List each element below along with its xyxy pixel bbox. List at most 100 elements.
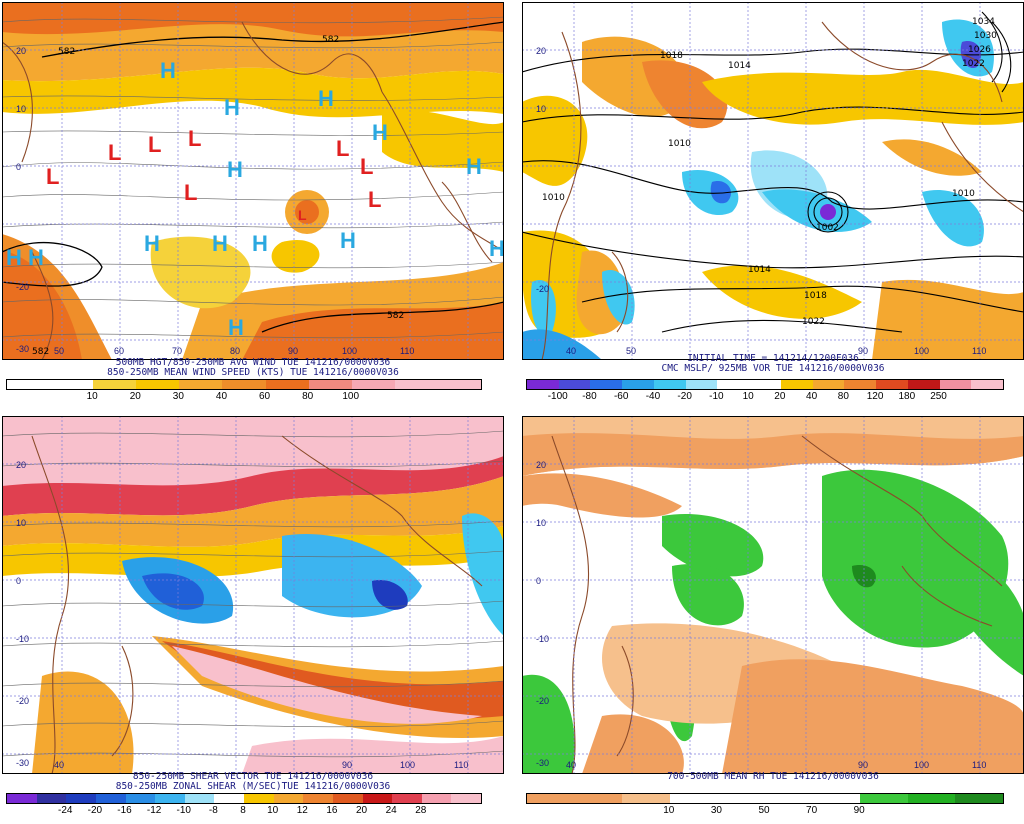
lat-label: 0 [16, 576, 21, 586]
colorbar-swatch [590, 380, 623, 389]
lon-label: 80 [230, 346, 240, 356]
low-pressure-marker: L [46, 164, 59, 189]
colorbar-tick-label: -20 [677, 391, 692, 402]
colorbar-swatch [907, 794, 956, 803]
colorbar-tick-label: 100 [342, 391, 360, 402]
lat-label: -30 [536, 758, 549, 768]
isobar-label: 1014 [748, 265, 771, 275]
colorbar-swatch [95, 794, 126, 803]
lon-label: 90 [342, 760, 352, 770]
lon-label: 100 [400, 760, 415, 770]
caption-line-1: 850-250MB SHEAR VECTOR TUE 141216/0000V0… [132, 771, 374, 782]
colorbar-swatch [179, 380, 223, 389]
isobar-label: 1022 [802, 317, 825, 327]
caption-line-2: 850-250MB MEAN WIND SPEED (KTS) TUE 1412… [107, 367, 399, 378]
colorbar-tick-label: -20 [87, 805, 103, 816]
colorbar-swatch [244, 794, 274, 803]
lon-label: 100 [914, 346, 929, 356]
colorbar-tick-label: 16 [326, 805, 338, 816]
colorbar-tick-label: 60 [258, 391, 271, 402]
lat-label: 10 [536, 518, 546, 528]
colorbar-swatch [876, 380, 908, 389]
colorbar-swatch [36, 794, 67, 803]
lat-label: 0 [536, 576, 541, 586]
high-pressure-marker: H [6, 245, 22, 270]
colorbar-swatch [351, 380, 395, 389]
colorbar-ticks: 10 20 30 40 60 80 100 [6, 391, 480, 403]
colorbar-tick-label: 12 [296, 805, 308, 816]
lon-label: 110 [400, 346, 414, 356]
low-pressure-marker: L [188, 126, 201, 151]
lat-label: -20 [536, 284, 549, 294]
colorbar-tick-label: -10 [176, 805, 191, 816]
isobar-label: 1022 [962, 59, 985, 69]
lat-label: -10 [16, 634, 29, 644]
isobar-label: 1002 [816, 223, 839, 233]
colorbar-tick-label: 80 [837, 391, 849, 402]
isobar-label: 1010 [542, 193, 565, 203]
colorbar-swatch [939, 380, 972, 389]
colorbar-swatch [764, 794, 813, 803]
high-pressure-marker: H [28, 245, 44, 270]
colorbar-tick-label: 28 [415, 805, 427, 816]
caption-line-1: INITIAL TIME = 141214/1200F036 [687, 353, 859, 364]
lat-label: 10 [536, 104, 546, 114]
colorbar-tick-label: -24 [58, 805, 73, 816]
colorbar-swatch [7, 794, 37, 803]
colorbar-tick-label: 24 [385, 805, 397, 816]
colorbar-tick-label: 40 [806, 391, 818, 402]
isobar-label: 1034 [972, 17, 995, 27]
colorbar-tick-label: 40 [215, 391, 228, 402]
rh-map-svg: 20 10 0 -10 -20 -30 40 90 100 110 [522, 416, 1024, 774]
map-vorticity: 1018 1014 1010 1010 1010 1014 1018 1022 … [522, 2, 1024, 360]
colorbar-tick-label: 30 [710, 805, 722, 816]
isobar-label: 1018 [804, 291, 827, 301]
lon-label: 100 [914, 760, 929, 770]
lat-label: 10 [16, 518, 26, 528]
colorbar-swatch [622, 794, 670, 803]
colorbar-swatch [812, 794, 861, 803]
colorbar-swatch [265, 380, 309, 389]
lon-label: 70 [172, 346, 182, 356]
lon-label: 110 [972, 346, 986, 356]
colorbar-tick-label: -80 [582, 391, 597, 402]
lat-label: -30 [16, 344, 29, 354]
colorbar-swatch [527, 380, 559, 389]
colorbar [6, 379, 482, 390]
lon-label: 90 [288, 346, 298, 356]
colorbar-tick-label: 30 [172, 391, 184, 402]
panel-shear: 20 10 0 -10 -20 -30 40 90 100 110 850-25… [2, 416, 504, 824]
colorbar [526, 793, 1004, 804]
lon-label: 40 [54, 760, 64, 770]
panel-vorticity: 1018 1014 1010 1010 1010 1014 1018 1022 … [522, 2, 1024, 410]
colorbar-swatch [421, 794, 452, 803]
colorbar-swatch [125, 794, 156, 803]
colorbar-tick-label: 20 [774, 391, 786, 402]
colorbar-swatch [685, 380, 718, 389]
colorbar-swatch [362, 794, 393, 803]
colorbar-tick-label: 50 [758, 805, 770, 816]
high-pressure-marker: H [252, 231, 268, 256]
vorticity-map-svg: 1018 1014 1010 1010 1010 1014 1018 1022 … [522, 2, 1024, 360]
map-wind-speed: 582 582 582 582 H H H H H H H H H H H H … [2, 2, 504, 360]
colorbar-tick-label: 90 [853, 805, 865, 816]
lon-label: 90 [858, 346, 868, 356]
colorbar-tick-label: -40 [645, 391, 661, 402]
colorbar-tick-label: 180 [898, 391, 916, 402]
colorbar-swatch [812, 380, 845, 389]
colorbar-swatch [303, 794, 333, 803]
colorbar-swatch [780, 380, 813, 389]
lon-label: 90 [858, 760, 868, 770]
colorbar-swatch [394, 380, 438, 389]
colorbar-tick-label: -10 [709, 391, 724, 402]
colorbar-swatch [574, 794, 623, 803]
lat-label: 20 [536, 46, 546, 56]
colorbar-ticks: -100 -80 -60 -40 -20 -10 10 20 40 80 120 180 250 [526, 391, 1002, 403]
isobar-label: 1010 [952, 189, 975, 199]
high-pressure-marker: H [227, 157, 243, 182]
map-shear: 20 10 0 -10 -20 -30 40 90 100 110 [2, 416, 504, 774]
colorbar-swatch [669, 794, 718, 803]
colorbar-swatch [214, 794, 244, 803]
wind-speed-map-svg: 582 582 582 582 H H H H H H H H H H H H … [2, 2, 504, 360]
colorbar-swatch [955, 794, 1003, 803]
